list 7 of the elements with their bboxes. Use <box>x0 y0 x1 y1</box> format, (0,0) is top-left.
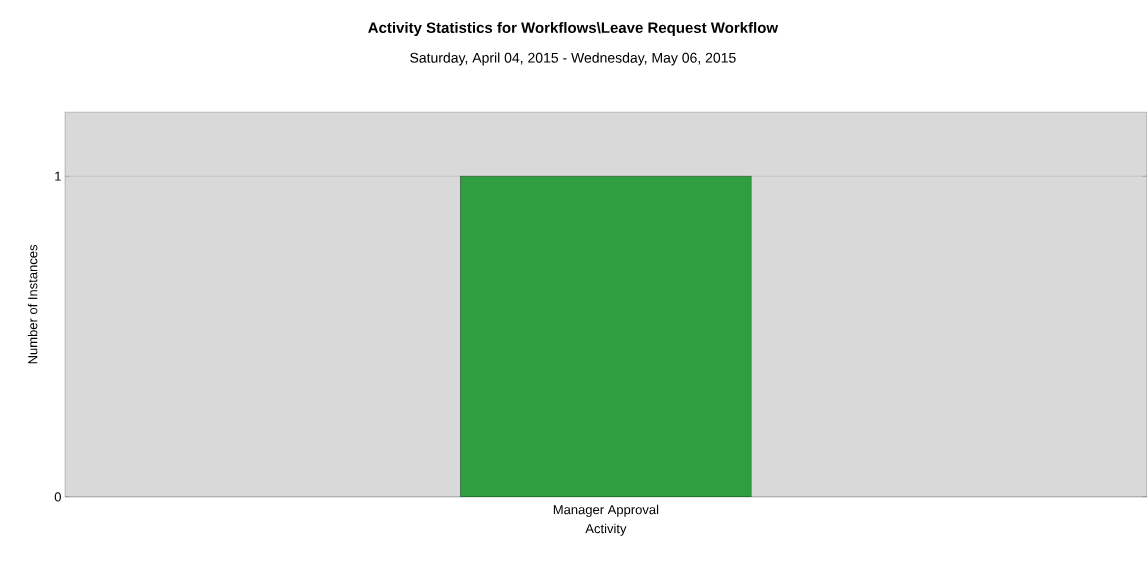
y-axis-title: Number of Instances <box>27 245 38 364</box>
chart-title: Activity Statistics for Workflows\Leave Request Workflow <box>368 22 779 37</box>
y-tick-label: 1 <box>55 171 61 181</box>
x-tick-label: Manager Approval <box>553 504 659 517</box>
chart-subtitle: Saturday, April 04, 2015 - Wednesday, May 06, 2015 <box>410 52 736 66</box>
x-axis-title: Activity <box>585 523 627 536</box>
y-tick-label: 0 <box>54 492 61 502</box>
